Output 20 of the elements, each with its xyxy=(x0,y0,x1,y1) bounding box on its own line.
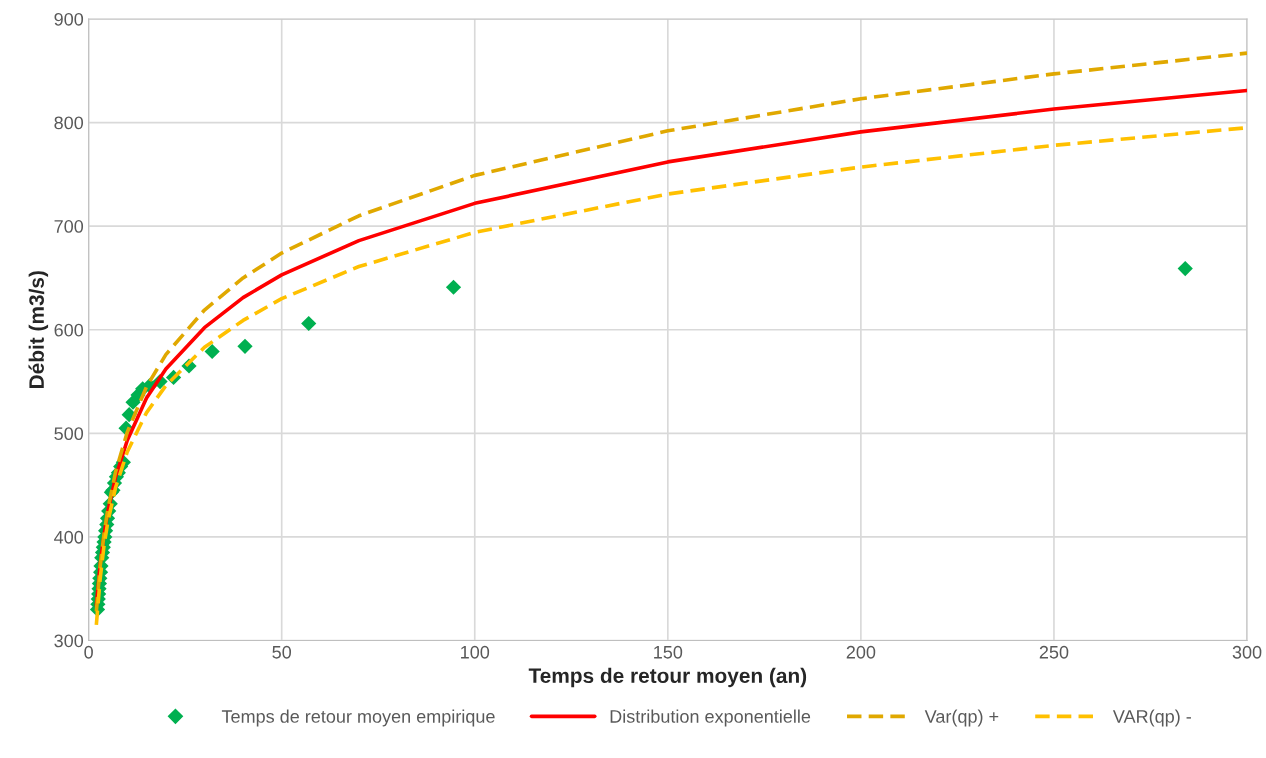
y-tick-label: 700 xyxy=(54,220,84,233)
y-axis-title: Débit (m3/s) xyxy=(28,271,49,388)
legend-label: VAR(qp) - xyxy=(1112,709,1191,727)
y-tick-label: 300 xyxy=(54,634,84,648)
x-tick-label: 250 xyxy=(1039,645,1069,659)
x-tick-label: 200 xyxy=(846,645,876,659)
y-tick-label: 800 xyxy=(54,116,84,130)
legend-label: Temps de retour moyen empirique xyxy=(221,709,495,727)
x-tick-label: 300 xyxy=(1232,645,1262,659)
x-tick-label: 150 xyxy=(654,645,683,659)
y-tick-label: 600 xyxy=(54,323,84,337)
x-axis-title: Temps de retour moyen (an) xyxy=(528,667,807,688)
y-tick-label: 500 xyxy=(54,427,84,441)
x-tick-label: 100 xyxy=(461,645,490,659)
y-tick-label: 400 xyxy=(54,530,84,544)
y-tick-label: 900 xyxy=(54,12,84,26)
legend-label: Var(qp) + xyxy=(924,709,999,727)
legend-label: Distribution exponentielle xyxy=(610,709,811,727)
x-tick-label: 50 xyxy=(272,645,292,659)
x-tick-label: 0 xyxy=(84,645,93,659)
